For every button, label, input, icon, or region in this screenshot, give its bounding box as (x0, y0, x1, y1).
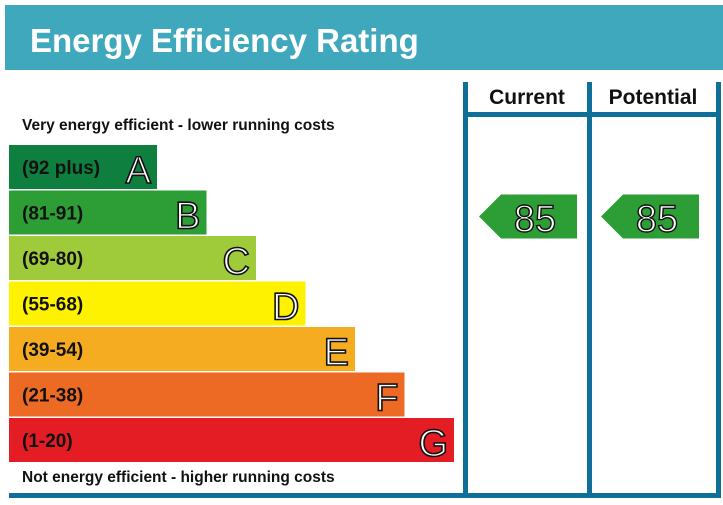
band-letter-e: E (324, 332, 349, 374)
band-bar-g (9, 418, 454, 462)
band-range-c: (69-80) (22, 249, 83, 270)
top-note: Very energy efficient - lower running co… (22, 117, 335, 134)
band-bar-e (9, 327, 355, 371)
band-range-f: (21-38) (22, 386, 83, 407)
band-bar-c (9, 236, 256, 280)
band-bar-f (9, 372, 405, 417)
chart-title: Energy Efficiency Rating (30, 22, 419, 59)
frame-header-line (463, 112, 721, 117)
current-rating-value: 85 (514, 199, 556, 241)
band-range-a: (92 plus) (22, 158, 100, 179)
band-range-g: (1-20) (22, 431, 73, 452)
band-letter-a: A (126, 150, 152, 192)
frame-line-right (716, 82, 721, 498)
frame-bottom-line (9, 493, 721, 498)
current-rating-arrow (479, 194, 577, 239)
band-bar-a (9, 145, 157, 189)
band-bar-d (9, 281, 306, 326)
column-header-potential: Potential (609, 86, 698, 109)
band-range-b: (81-91) (22, 204, 83, 225)
frame-line-left (463, 82, 468, 498)
band-range-e: (39-54) (22, 340, 83, 361)
bottom-note: Not energy efficient - higher running co… (22, 469, 335, 486)
potential-rating-arrow (601, 194, 699, 239)
band-range-d: (55-68) (22, 295, 83, 316)
column-header-current: Current (489, 86, 565, 109)
header-bar (5, 5, 723, 70)
potential-rating-value: 85 (636, 199, 678, 241)
band-bar-b (9, 190, 207, 235)
band-letter-g: G (418, 423, 448, 465)
frame-line-middle (587, 82, 592, 498)
band-letter-d: D (272, 287, 299, 329)
band-letter-b: B (175, 196, 200, 238)
band-letter-c: C (223, 241, 250, 283)
band-letter-f: F (375, 378, 398, 420)
